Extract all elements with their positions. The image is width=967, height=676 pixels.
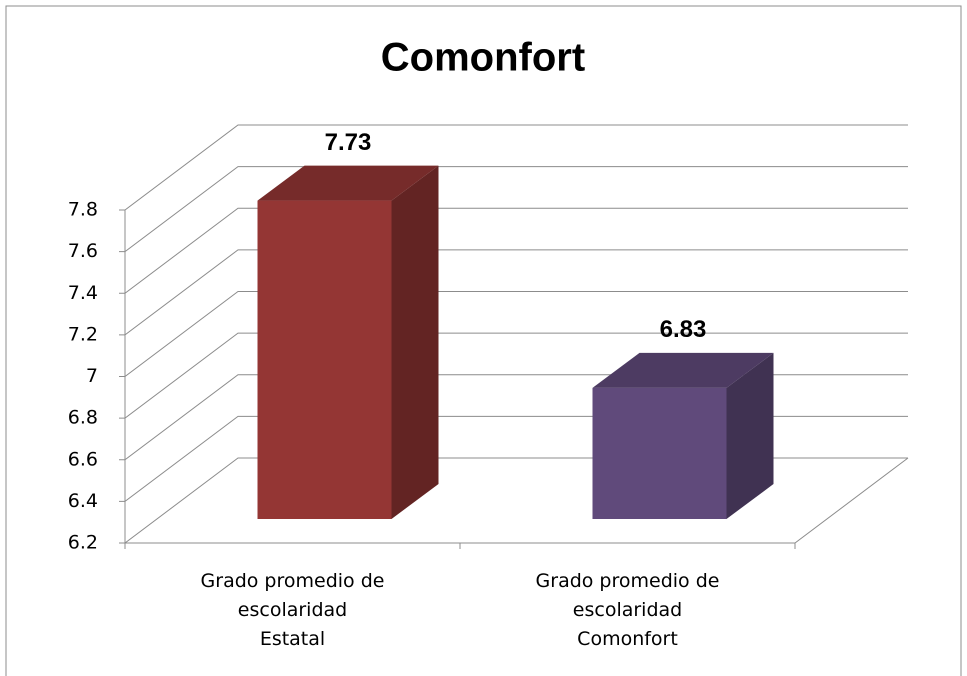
bar-top (592, 352, 774, 388)
bar (592, 387, 727, 519)
grid-line (124, 332, 908, 419)
bar (257, 200, 392, 519)
chart-frame (5, 5, 962, 676)
grid-line (124, 415, 908, 502)
bar-side (391, 165, 439, 519)
chart-title: Comonfort (381, 36, 585, 80)
y-tick-label: 6.4 (68, 490, 98, 512)
grid-line (124, 124, 908, 211)
grid-line (124, 374, 908, 461)
bar-side (726, 352, 774, 519)
bar-top (257, 165, 439, 201)
floor (125, 457, 909, 544)
grid-line (124, 166, 908, 253)
x-tick-label: Grado promedio de escolaridad Estatal (200, 570, 385, 650)
y-tick-label: 6.6 (68, 448, 98, 470)
grid-line (124, 291, 908, 377)
value-label: 7.73 (325, 129, 372, 156)
grid-line (124, 457, 908, 544)
y-tick-label: 7.8 (68, 199, 98, 221)
y-tick-label: 7.4 (68, 282, 98, 304)
x-tick-label: Grado promedio de escolaridad Comonfort (535, 570, 720, 650)
grid-line (124, 207, 908, 294)
value-label: 6.83 (660, 316, 707, 343)
y-tick-label: 7.2 (68, 323, 98, 345)
y-tick-label: 7.6 (68, 240, 98, 262)
y-tick-label: 6.8 (68, 407, 98, 429)
y-tick-label: 7 (86, 365, 98, 387)
grid-line (124, 249, 908, 336)
y-tick-label: 6.2 (68, 532, 98, 554)
